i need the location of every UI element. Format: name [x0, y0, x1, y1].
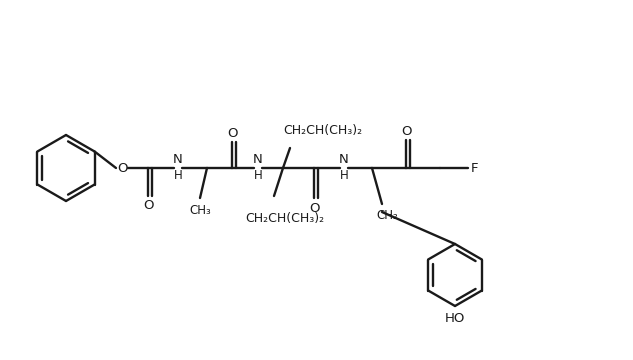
Text: N: N: [339, 153, 349, 166]
Text: H: H: [340, 168, 348, 181]
Text: O: O: [227, 126, 237, 140]
Text: F: F: [471, 162, 479, 175]
Text: CH₃: CH₃: [189, 203, 211, 216]
Text: O: O: [116, 162, 127, 175]
Text: H: H: [254, 168, 262, 181]
Text: H: H: [173, 168, 182, 181]
Text: O: O: [309, 202, 319, 215]
Text: O: O: [143, 198, 153, 212]
Text: N: N: [253, 153, 263, 166]
Text: CH₂CH(CH₃)₂: CH₂CH(CH₃)₂: [284, 123, 363, 136]
Text: O: O: [401, 125, 411, 138]
Text: CH₂: CH₂: [376, 208, 398, 221]
Text: CH₂CH(CH₃)₂: CH₂CH(CH₃)₂: [246, 212, 325, 225]
Text: HO: HO: [445, 312, 465, 325]
Text: N: N: [173, 153, 183, 166]
